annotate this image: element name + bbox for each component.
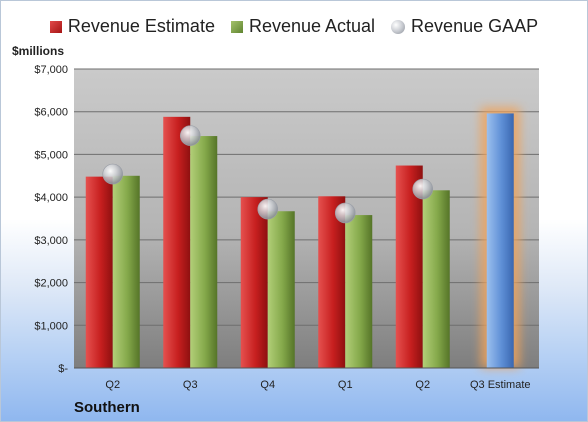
bar-forecast [486, 113, 514, 369]
bar-actual [267, 211, 295, 368]
bar-estimate [85, 176, 113, 368]
gaap-marker [179, 125, 201, 146]
x-tick-label: Q2 [415, 379, 430, 391]
bar-estimate [240, 197, 268, 368]
y-tick-label: $7,000 [34, 64, 68, 76]
x-tick-label: Q4 [260, 379, 275, 391]
x-tick-label: Q3 Estimate [470, 379, 531, 391]
legend-item-estimate: Revenue Estimate [49, 16, 215, 37]
legend-item-gaap: Revenue GAAP [391, 16, 538, 37]
gaap-marker [334, 202, 356, 224]
gaap-marker [257, 198, 279, 220]
bar-actual [345, 215, 373, 368]
bar-estimate [395, 165, 423, 368]
bar-estimate [163, 116, 191, 368]
x-tick-label: Q3 [183, 379, 198, 391]
y-tick-label: $3,000 [34, 235, 68, 247]
y-axis-unit-label: $millions [12, 44, 65, 58]
bar-estimate [318, 196, 346, 368]
gaap-marker [102, 163, 124, 185]
legend-swatch-estimate [49, 20, 62, 33]
legend-label-actual: Revenue Actual [248, 16, 376, 36]
plot-area [74, 69, 539, 368]
legend-label-estimate: Revenue Estimate [67, 16, 215, 36]
gaap-marker [412, 178, 434, 200]
chart-legend: Revenue Estimate Revenue Actual Revenue … [1, 16, 587, 37]
y-tick-label: $5,000 [34, 149, 68, 161]
legend-item-actual: Revenue Actual [230, 16, 376, 37]
bar-actual [190, 136, 218, 368]
legend-label-gaap: Revenue GAAP [411, 16, 539, 36]
x-tick-label: Q2 [105, 379, 120, 391]
y-tick-label: $6,000 [34, 107, 68, 119]
company-name: Southern [74, 399, 140, 416]
y-tick-label: $1,000 [34, 320, 68, 332]
bar-actual [422, 190, 450, 368]
legend-swatch-gaap [391, 19, 406, 34]
y-tick-label: $4,000 [34, 192, 68, 204]
legend-swatch-actual [230, 20, 243, 33]
x-tick-label: Q1 [338, 379, 353, 391]
y-tick-label: $2,000 [34, 278, 68, 290]
y-tick-label: $- [58, 363, 68, 375]
bar-actual [112, 175, 140, 368]
